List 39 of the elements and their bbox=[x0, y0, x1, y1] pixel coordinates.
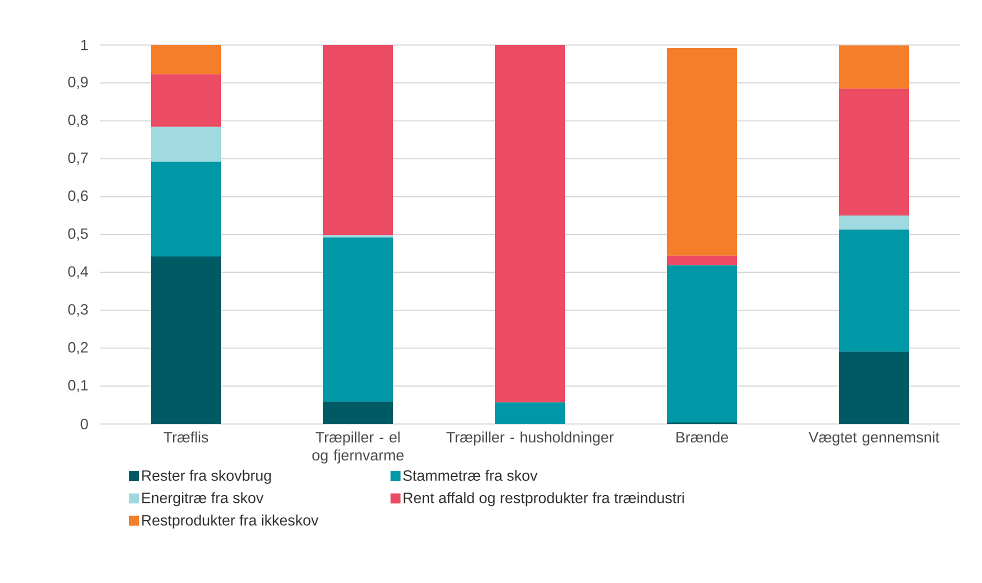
y-tick-label: 0,8 bbox=[68, 114, 88, 127]
bar bbox=[667, 48, 738, 256]
bar bbox=[839, 45, 910, 89]
bar bbox=[151, 44, 221, 74]
legend-label: Energitræ fra skov bbox=[142, 492, 264, 506]
bar bbox=[839, 230, 910, 352]
y-tick-label: 0,7 bbox=[68, 152, 88, 165]
x-tick-label: Træflis bbox=[164, 432, 208, 443]
bar bbox=[151, 256, 221, 424]
y-tick-label: 0,6 bbox=[68, 190, 88, 203]
y-tick-label: 0,1 bbox=[68, 380, 88, 392]
y-tick-label: 0,4 bbox=[68, 266, 88, 279]
y-tick-label: 0 bbox=[80, 418, 88, 430]
y-tick-label: 0,3 bbox=[68, 304, 88, 316]
legend-label: Rent affald og restprodukter fra træindustri bbox=[404, 492, 684, 506]
bar bbox=[839, 88, 910, 216]
bar bbox=[839, 216, 910, 230]
bar bbox=[323, 44, 394, 236]
x-tick-label: Brænde bbox=[676, 432, 728, 443]
x-tick-label: Vægtet gennemsnit bbox=[808, 432, 940, 446]
bar bbox=[323, 238, 394, 402]
x-tick-label: Træpiller - el og fjernvarme bbox=[312, 432, 404, 464]
legend-label: Stammetræ fra skov bbox=[403, 470, 538, 481]
bar bbox=[839, 352, 910, 424]
x-tick-label: Træpiller - husholdninger bbox=[446, 432, 614, 446]
bar bbox=[323, 402, 394, 424]
y-tick-label: 1 bbox=[81, 40, 88, 50]
bar bbox=[151, 74, 221, 127]
bar bbox=[151, 162, 221, 256]
legend-label: Rester fra skovbrug bbox=[142, 470, 271, 484]
y-tick-label: 0,9 bbox=[68, 76, 88, 90]
bar bbox=[495, 44, 566, 402]
y-tick-label: 0,2 bbox=[68, 342, 88, 354]
bar bbox=[667, 265, 738, 422]
legend-label: Restprodukter fra ikkeskov bbox=[142, 514, 318, 529]
y-tick-label: 0,5 bbox=[68, 228, 88, 241]
bar bbox=[667, 256, 738, 266]
bar bbox=[495, 402, 566, 424]
bar bbox=[151, 126, 221, 162]
